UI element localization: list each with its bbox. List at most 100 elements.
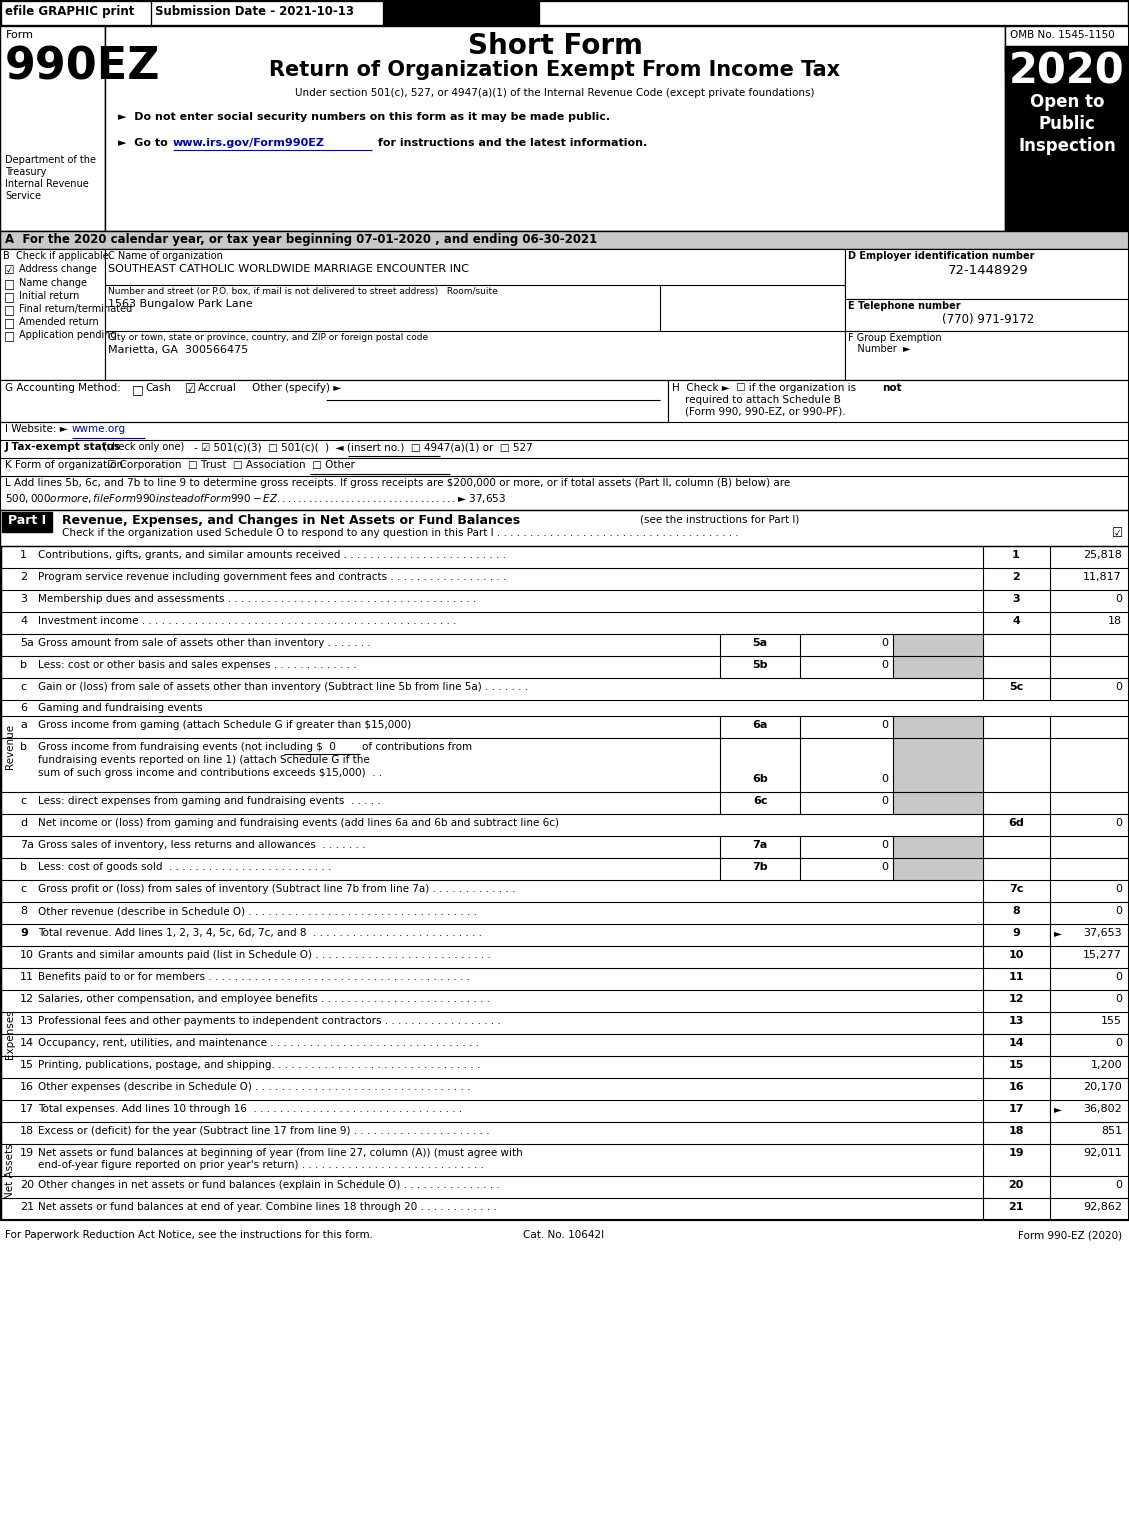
Text: 0: 0 [1115,906,1122,917]
Text: OMB No. 1545-1150: OMB No. 1545-1150 [1010,30,1114,40]
Text: 3: 3 [20,595,27,604]
Text: (check only one): (check only one) [103,442,184,451]
Text: 72-1448929: 72-1448929 [947,264,1029,278]
Text: City or town, state or province, country, and ZIP or foreign postal code: City or town, state or province, country… [108,332,428,342]
Text: Printing, publications, postage, and shipping. . . . . . . . . . . . . . . . . .: Printing, publications, postage, and shi… [38,1060,480,1071]
Text: Gross income from fundraising events (not including $  0: Gross income from fundraising events (no… [38,743,335,752]
Text: 1563 Bungalow Park Lane: 1563 Bungalow Park Lane [108,299,253,310]
Text: ☑ Corporation  □ Trust  □ Association  □ Other: ☑ Corporation □ Trust □ Association □ Ot… [107,461,355,470]
Text: Internal Revenue: Internal Revenue [5,178,89,189]
Bar [893,836,983,859]
Text: Investment income . . . . . . . . . . . . . . . . . . . . . . . . . . . . . . . : Investment income . . . . . . . . . . . … [38,616,456,625]
Text: www.irs.gov/Form990EZ: www.irs.gov/Form990EZ [173,137,325,148]
Text: ►: ► [1054,929,1062,938]
Text: 8: 8 [20,906,27,917]
Text: 0: 0 [1115,595,1122,604]
Text: 2: 2 [20,572,27,583]
Text: fundraising events reported on line 1) (attach Schedule G if the: fundraising events reported on line 1) (… [38,755,370,766]
Text: Cash: Cash [145,383,170,393]
Text: B  Check if applicable:: B Check if applicable: [3,252,112,261]
Text: 19: 19 [1008,1148,1024,1157]
Bar [0,509,1129,546]
Text: 0: 0 [881,775,889,784]
Text: L Add lines 5b, 6c, and 7b to line 9 to determine gross receipts. If gross recei: L Add lines 5b, 6c, and 7b to line 9 to … [5,477,790,488]
Text: 3: 3 [1013,595,1019,604]
Text: 19: 19 [20,1148,34,1157]
Text: 15: 15 [20,1060,34,1071]
Text: Check if the organization used Schedule O to respond to any question in this Par: Check if the organization used Schedule … [62,528,738,538]
Text: of contributions from: of contributions from [362,743,472,752]
Text: Revenue: Revenue [5,723,15,769]
Text: 9: 9 [20,929,28,938]
Text: 0: 0 [1115,817,1122,828]
Text: Amended return: Amended return [19,317,98,326]
Text: Expenses: Expenses [5,1010,15,1058]
Bar [844,299,1129,331]
Text: J Tax-exempt status: J Tax-exempt status [5,442,121,451]
Text: Contributions, gifts, grants, and similar amounts received . . . . . . . . . . .: Contributions, gifts, grants, and simila… [38,551,506,560]
Text: 0: 0 [1115,682,1122,692]
Text: Inspection: Inspection [1018,137,1115,156]
Text: 6d: 6d [1008,817,1024,828]
Text: 0: 0 [1115,1180,1122,1190]
Text: Gross income from gaming (attach Schedule G if greater than $15,000): Gross income from gaming (attach Schedul… [38,720,411,730]
Text: 9: 9 [1012,929,1019,938]
Text: 36,802: 36,802 [1083,1104,1122,1113]
Text: Revenue, Expenses, and Changes in Net Assets or Fund Balances: Revenue, Expenses, and Changes in Net As… [62,514,520,528]
Text: Salaries, other compensation, and employee benefits . . . . . . . . . . . . . . : Salaries, other compensation, and employ… [38,994,490,1003]
Text: Return of Organization Exempt From Income Tax: Return of Organization Exempt From Incom… [270,59,841,79]
Text: Gross profit or (loss) from sales of inventory (Subtract line 7b from line 7a) .: Gross profit or (loss) from sales of inv… [38,884,515,894]
Text: 155: 155 [1101,1016,1122,1026]
Text: D Employer identification number: D Employer identification number [848,252,1034,261]
Text: DLN: 93492287005251: DLN: 93492287005251 [780,5,940,18]
Text: $500,000 or more, file Form 990 instead of Form 990-EZ . . . . . . . . . . . . .: $500,000 or more, file Form 990 instead … [5,493,506,505]
Text: Treasury: Treasury [5,168,46,177]
Text: Gaming and fundraising events: Gaming and fundraising events [38,703,202,714]
Bar [2,2,150,24]
Text: 7c: 7c [1009,884,1023,894]
Text: 5a: 5a [752,637,768,648]
Text: Address change: Address change [19,264,97,274]
Text: 5c: 5c [1009,682,1023,692]
Text: 7b: 7b [752,862,768,872]
Text: 15: 15 [1008,1060,1024,1071]
Text: Cat. No. 10642I: Cat. No. 10642I [524,1231,604,1240]
Text: Final return/terminated: Final return/terminated [19,303,132,314]
Text: 92,862: 92,862 [1083,1202,1122,1212]
Text: Other expenses (describe in Schedule O) . . . . . . . . . . . . . . . . . . . . : Other expenses (describe in Schedule O) … [38,1083,471,1092]
Text: not: not [882,383,902,393]
Text: 12: 12 [1008,994,1024,1003]
Text: E Telephone number: E Telephone number [848,300,961,311]
Text: 7a: 7a [20,840,34,849]
Text: 17: 17 [20,1104,34,1113]
Text: 0: 0 [881,637,889,648]
Bar [844,331,1129,380]
Text: Excess or (deficit) for the year (Subtract line 17 from line 9) . . . . . . . . : Excess or (deficit) for the year (Subtra… [38,1125,490,1136]
Text: Net assets or fund balances at end of year. Combine lines 18 through 20 . . . . : Net assets or fund balances at end of ye… [38,1202,497,1212]
Text: Name change: Name change [19,278,87,288]
Text: F Group Exemption: F Group Exemption [848,332,942,343]
Bar [0,0,1129,26]
Text: K Form of organization:: K Form of organization: [5,461,126,470]
Text: Department of the: Department of the [5,156,96,165]
Text: ☑: ☑ [185,383,196,396]
Text: C Name of organization: C Name of organization [108,252,222,261]
Text: 21: 21 [1008,1202,1024,1212]
Text: 4: 4 [1012,616,1019,625]
Text: Other revenue (describe in Schedule O) . . . . . . . . . . . . . . . . . . . . .: Other revenue (describe in Schedule O) .… [38,906,476,917]
Text: 1: 1 [1012,551,1019,560]
Text: 8: 8 [1012,906,1019,917]
Bar [2,512,52,532]
Text: 5a: 5a [20,637,34,648]
Text: 11: 11 [20,971,34,982]
Bar [893,791,983,814]
Text: □: □ [5,303,15,317]
Text: Form 990-EZ (2020): Form 990-EZ (2020) [1018,1231,1122,1240]
Bar [105,26,1005,230]
Text: efile GRAPHIC print: efile GRAPHIC print [5,5,134,18]
Text: 6b: 6b [752,775,768,784]
Bar [1005,46,1129,82]
Text: 11,817: 11,817 [1083,572,1122,583]
Text: for instructions and the latest information.: for instructions and the latest informat… [374,137,647,148]
Text: 18: 18 [1108,616,1122,625]
